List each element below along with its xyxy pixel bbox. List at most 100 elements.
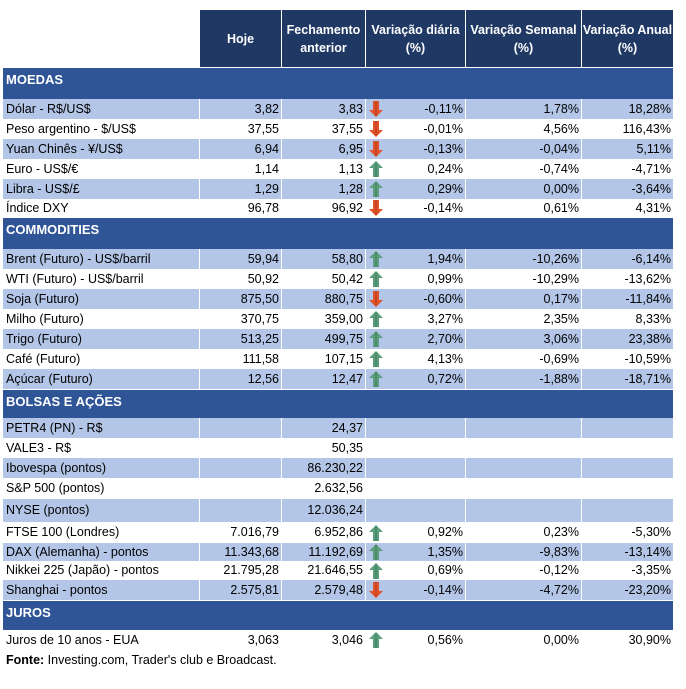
arrow-down-icon <box>369 101 383 117</box>
variacao-semanal-value: -4,72% <box>465 580 581 600</box>
row-label-text: DAX (Alemanha) - pontos <box>6 545 149 559</box>
source-text: Investing.com, Trader's club e Broadcast… <box>44 653 277 667</box>
variacao-semanal-value-text: 0,61% <box>543 201 579 215</box>
row-label: Peso argentino - $/US$ <box>3 119 199 139</box>
arrow-up-icon <box>369 544 383 560</box>
table-row: Açúcar (Futuro) 12,56 12,47 0,72% -1,88% -18,… <box>3 369 673 389</box>
variacao-semanal-value: -10,26% <box>465 249 581 269</box>
fechamento-value-text: 86.230,22 <box>307 461 363 475</box>
arrow-up-icon <box>369 632 383 648</box>
variacao-diaria-value-text: -0,01% <box>423 122 463 136</box>
hoje-value-text: 11.343,68 <box>224 545 279 559</box>
arrow-down-icon <box>369 141 383 157</box>
hoje-value: 513,25 <box>199 329 281 349</box>
hoje-value-text: 96,78 <box>247 201 279 215</box>
variacao-semanal-value: -9,83% <box>465 543 581 561</box>
variacao-semanal-value-text: -10,26% <box>532 252 579 266</box>
variacao-diaria-value: 1,94% <box>365 249 465 269</box>
arrow-down-icon <box>369 582 383 598</box>
variacao-anual-value: 4,31% <box>581 199 673 217</box>
hoje-value: 59,94 <box>199 249 281 269</box>
row-label-text: S&P 500 (pontos) <box>6 481 105 495</box>
fechamento-value-text: 12,47 <box>331 372 363 386</box>
fechamento-value-text: 499,75 <box>324 332 363 346</box>
fechamento-value-text: 12.036,24 <box>307 503 363 517</box>
fechamento-value-text: 107,15 <box>324 352 363 366</box>
variacao-diaria-value-text: -0,13% <box>423 142 463 156</box>
variacao-diaria-value: 0,56% <box>365 630 465 650</box>
variacao-anual-value-text: -3,64% <box>631 182 671 196</box>
row-label: Euro - US$/€ <box>3 159 199 179</box>
fechamento-value-text: 3,83 <box>338 102 363 116</box>
variacao-diaria-value: -0,14% <box>365 580 465 600</box>
arrow-up-icon <box>369 251 383 267</box>
variacao-anual-value: 8,33% <box>581 309 673 329</box>
variacao-anual-value <box>581 458 673 478</box>
variacao-anual-value-text: -5,30% <box>631 525 671 539</box>
fechamento-value: 880,75 <box>281 289 365 309</box>
row-label-text: Café (Futuro) <box>6 352 81 366</box>
fechamento-value-text: 1,28 <box>338 182 363 196</box>
variacao-diaria-value: 4,13% <box>365 349 465 369</box>
arrow-down-icon <box>369 291 383 307</box>
fechamento-value-text: 6,95 <box>338 142 363 156</box>
hoje-value: 111,58 <box>199 349 281 369</box>
variacao-semanal-value-text: -4,72% <box>539 583 579 597</box>
table-row: FTSE 100 (Londres) 7.016,79 6.952,86 0,92% 0… <box>3 522 673 543</box>
fechamento-value-text: 21.646,55 <box>307 563 363 577</box>
variacao-semanal-value: -1,88% <box>465 369 581 389</box>
variacao-anual-value-text: 8,33% <box>635 312 671 326</box>
hoje-value: 12,56 <box>199 369 281 389</box>
hoje-value-text: 12,56 <box>247 372 279 386</box>
arrow-down-icon <box>369 200 383 216</box>
row-label-text: Yuan Chinês - ¥/US$ <box>6 142 123 156</box>
row-label: Índice DXY <box>3 199 199 217</box>
variacao-diaria-value <box>365 438 465 458</box>
fechamento-value-text: 50,42 <box>331 272 363 286</box>
table-row: Dólar - R$/US$ 3,82 3,83 -0,11% 1,78% 18,28% <box>3 99 673 119</box>
table-row: PETR4 (PN) - R$ 24,37 <box>3 418 673 438</box>
variacao-semanal-value: -0,04% <box>465 139 581 159</box>
variacao-semanal-value-text: -0,04% <box>539 142 579 156</box>
fechamento-value: 2.579,48 <box>281 580 365 600</box>
fechamento-value: 6.952,86 <box>281 522 365 543</box>
variacao-diaria-value-text: -0,60% <box>423 292 463 306</box>
table-row: Libra - US$/£ 1,29 1,28 0,29% 0,00% -3,64% <box>3 179 673 199</box>
variacao-anual-value: 116,43% <box>581 119 673 139</box>
variacao-semanal-value: -0,74% <box>465 159 581 179</box>
variacao-semanal-value-text: 4,56% <box>543 122 579 136</box>
variacao-semanal-value-text: 3,06% <box>543 332 579 346</box>
fechamento-value: 107,15 <box>281 349 365 369</box>
fechamento-value: 86.230,22 <box>281 458 365 478</box>
row-label: VALE3 - R$ <box>3 438 199 458</box>
row-label-text: VALE3 - R$ <box>6 441 72 455</box>
variacao-diaria-value: 0,72% <box>365 369 465 389</box>
table-row: S&P 500 (pontos) 2.632,56 <box>3 478 673 499</box>
header-fechamento: Fechamento anterior <box>281 10 365 67</box>
hoje-value: 37,55 <box>199 119 281 139</box>
section-header: MOEDAS <box>3 67 673 99</box>
hoje-value: 3,82 <box>199 99 281 119</box>
variacao-anual-value-text: 30,90% <box>628 633 671 647</box>
fechamento-value-text: 96,92 <box>331 201 363 215</box>
variacao-anual-value: -18,71% <box>581 369 673 389</box>
variacao-diaria-value <box>365 478 465 499</box>
hoje-value <box>199 478 281 499</box>
variacao-anual-value: -3,64% <box>581 179 673 199</box>
variacao-semanal-value <box>465 478 581 499</box>
fechamento-value-text: 2.632,56 <box>314 481 363 495</box>
variacao-semanal-value-text: -1,88% <box>539 372 579 386</box>
variacao-anual-value <box>581 438 673 458</box>
variacao-anual-value <box>581 418 673 438</box>
hoje-value-text: 37,55 <box>247 122 279 136</box>
table-row: NYSE (pontos) 12.036,24 <box>3 499 673 522</box>
fechamento-value-text: 880,75 <box>324 292 363 306</box>
variacao-semanal-value-text: -0,12% <box>539 563 579 577</box>
arrow-up-icon <box>369 351 383 367</box>
fechamento-value: 1,28 <box>281 179 365 199</box>
variacao-anual-value <box>581 478 673 499</box>
variacao-diaria-value: 0,92% <box>365 522 465 543</box>
section-header: BOLSAS E AÇÕES <box>3 389 673 418</box>
hoje-value: 3,063 <box>199 630 281 650</box>
row-label-text: Índice DXY <box>6 201 69 215</box>
